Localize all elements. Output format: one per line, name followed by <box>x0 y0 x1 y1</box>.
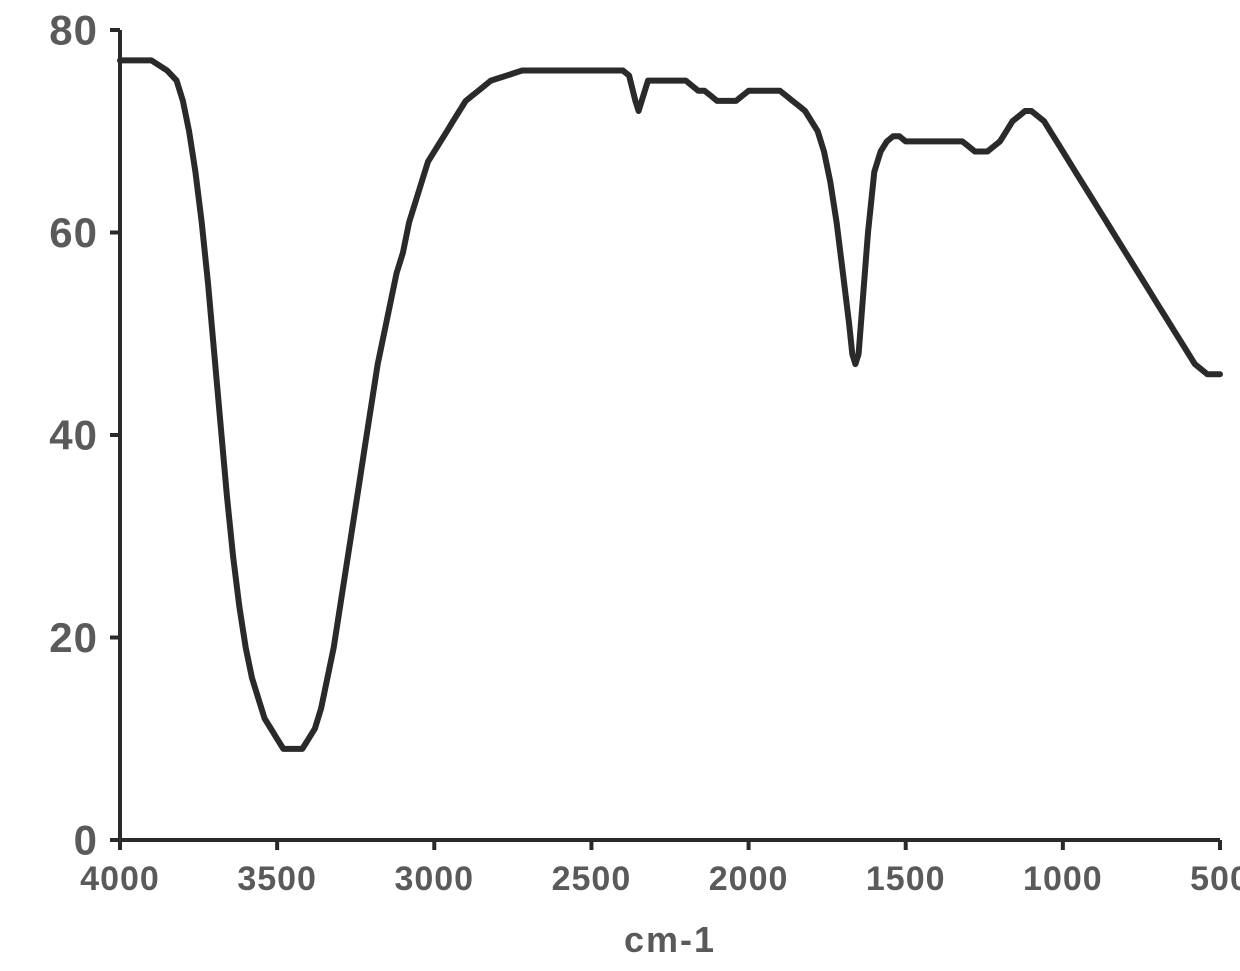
y-tick-label: 40 <box>49 412 98 459</box>
x-tick-label: 1000 <box>1023 860 1103 898</box>
x-tick-label: 1500 <box>866 860 946 898</box>
x-tick-label: 3500 <box>237 860 317 898</box>
x-axis-label: cm-1 <box>624 919 716 960</box>
x-tick-label: 2000 <box>709 860 789 898</box>
ir-spectrum-chart: 0 20 40 60 80 4000 3500 3000 2500 2000 1500 1000 500… <box>0 0 1240 971</box>
x-tick-label: 3000 <box>394 860 474 898</box>
x-tick-label: 2500 <box>552 860 632 898</box>
x-tick-label: 500 <box>1190 860 1240 898</box>
chart-svg: 0 20 40 60 80 4000 3500 3000 2500 2000 1500 1000 500… <box>0 0 1240 971</box>
y-tick-label: 80 <box>49 7 98 54</box>
y-tick-label: 60 <box>49 209 98 256</box>
x-tick-label: 4000 <box>80 860 160 898</box>
y-tick-label: 20 <box>49 614 98 661</box>
y-tick-label: 0 <box>74 817 98 864</box>
